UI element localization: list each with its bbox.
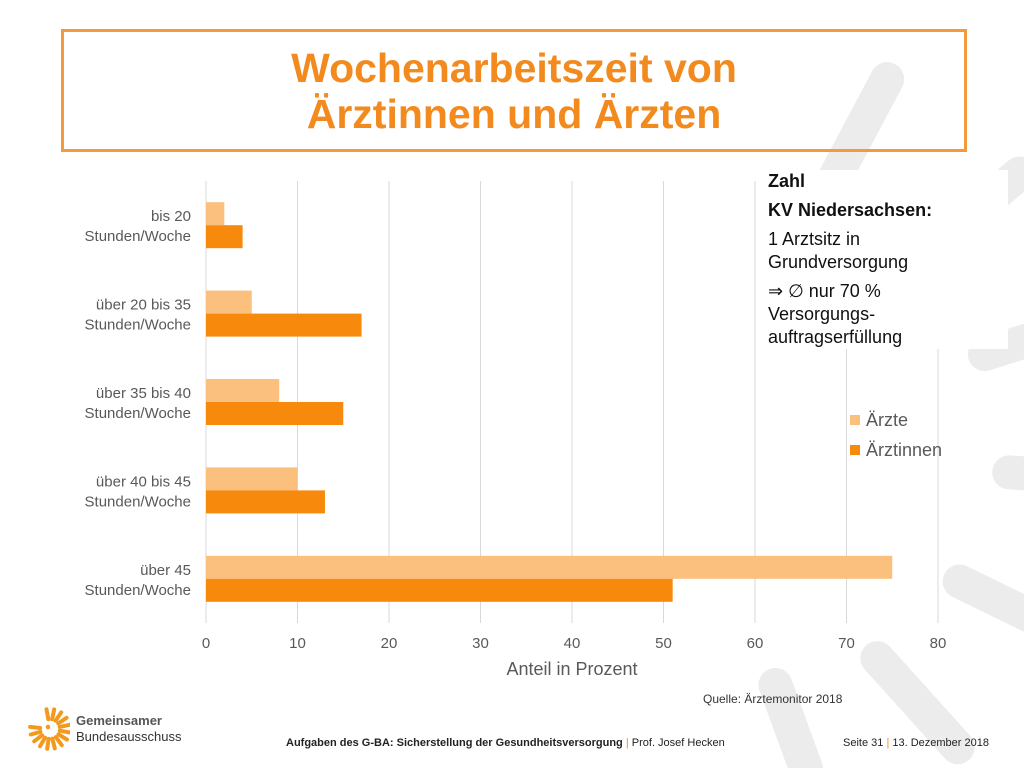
- note-line-erfuellung: auftragserfüllung: [768, 327, 903, 347]
- category-label-line: bis 20: [151, 208, 191, 225]
- category-label-line: Stunden/Woche: [85, 317, 191, 334]
- logo-ray: [32, 733, 45, 744]
- bar-aerztinnen: [206, 313, 362, 337]
- x-tick-label: 30: [472, 635, 489, 652]
- decor-stroke: [813, 62, 905, 203]
- category-label-line: über 40 bis 45: [96, 473, 191, 490]
- category-label-line: Stunden/Woche: [85, 493, 191, 510]
- logo-text: Gemeinsamer Bundesausschuss: [76, 713, 182, 745]
- bar-aerzte: [206, 290, 252, 314]
- category-label-line: über 20 bis 35: [96, 297, 191, 314]
- title-box: Wochenarbeitszeit von Ärztinnen und Ärzt…: [61, 29, 967, 152]
- x-tick-label: 10: [289, 635, 306, 652]
- note-line-kv: KV Niedersachsen:: [768, 200, 933, 220]
- decor-stroke: [860, 641, 975, 765]
- footer-separator-2: |: [886, 737, 890, 749]
- bar-aerztinnen: [206, 490, 325, 514]
- category-label: bis 20 Stunden/Woche: [85, 208, 191, 245]
- note-line-arztsitz: 1 Arztsitz in: [768, 229, 861, 249]
- logo-ray: [57, 722, 70, 729]
- logo-ray: [45, 736, 51, 751]
- page-title-line-1: Wochenarbeitszeit von: [291, 44, 737, 91]
- x-tick-label: 60: [747, 635, 764, 652]
- source-note: Quelle: Ärztemonitor 2018: [703, 692, 843, 706]
- logo-ray: [56, 715, 69, 726]
- category-label: über 45 Stunden/Woche: [85, 562, 191, 599]
- logo-ray: [28, 724, 43, 730]
- x-tick-label: 20: [381, 635, 398, 652]
- logo-ray: [28, 729, 43, 737]
- note-line-percent: ⇒ ∅ nur 70 %: [768, 281, 881, 301]
- decor-stroke: [942, 564, 1024, 632]
- x-tick-label: 40: [564, 635, 581, 652]
- logo-ray: [44, 707, 51, 722]
- category-label-line: Stunden/Woche: [85, 405, 191, 422]
- footer-page: Seite 31: [843, 737, 884, 749]
- logo-line-1: Gemeinsamer: [76, 713, 162, 728]
- page-title-line-2: Ärztinnen und Ärzten: [306, 90, 722, 137]
- logo-ray: [50, 707, 57, 722]
- category-label-line: Stunden/Woche: [85, 582, 191, 599]
- note-line-grundversorgung: Grundversorgung: [768, 252, 909, 272]
- category-label: über 35 bis 40 Stunden/Woche: [85, 385, 191, 422]
- legend-swatch-aerzte: [850, 415, 860, 425]
- legend-item-aerztinnen: Ärztinnen: [850, 435, 942, 465]
- legend-label-aerzte: Ärzte: [866, 409, 909, 430]
- x-tick-label: 0: [202, 635, 210, 652]
- bar-aerzte: [206, 555, 893, 579]
- footer-author: Prof. Josef Hecken: [631, 737, 725, 749]
- legend-label-aerztinnen: Ärztinnen: [866, 439, 943, 460]
- note-line-versorgungs: Versorgungs-: [768, 304, 876, 324]
- logo-ray: [53, 735, 64, 748]
- note-line-zahl: Zahl: [768, 171, 806, 191]
- category-label: über 40 bis 45 Stunden/Woche: [85, 473, 191, 510]
- chart-legend: Ärzte Ärztinnen: [850, 405, 942, 465]
- bar-aerztinnen: [206, 402, 344, 425]
- logo-ray: [50, 736, 57, 751]
- x-tick-label: 50: [655, 635, 672, 652]
- category-label-line: über 45: [140, 562, 191, 579]
- x-tick-label: 70: [838, 635, 855, 652]
- logo-ray: [38, 735, 47, 749]
- category-label-line: Stunden/Woche: [85, 228, 191, 245]
- logo-ray: [56, 732, 69, 742]
- footer-separator: |: [625, 737, 629, 749]
- bar-aerzte: [206, 467, 298, 491]
- legend-swatch-aerztinnen: [850, 445, 860, 455]
- footer-center: Aufgaben des G-BA: Sicherstellung der Ge…: [286, 737, 725, 749]
- legend-item-aerzte: Ärzte: [850, 405, 942, 435]
- footer-date: 13. Dezember 2018: [892, 737, 989, 749]
- logo-line-2: Bundesausschuss: [76, 729, 182, 744]
- category-label: über 20 bis 35 Stunden/Woche: [85, 297, 191, 334]
- gba-logo: Gemeinsamer Bundesausschuss: [26, 703, 182, 755]
- bar-aerztinnen: [206, 225, 243, 249]
- bar-aerztinnen: [206, 578, 673, 602]
- logo-ray: [53, 710, 64, 723]
- category-label-line: über 35 bis 40: [96, 385, 191, 402]
- bar-aerzte: [206, 202, 225, 226]
- bar-aerzte: [206, 379, 280, 402]
- x-axis-title: Anteil in Prozent: [506, 659, 637, 679]
- sunburst-logo-icon: [28, 707, 70, 751]
- side-note: Zahl KV Niedersachsen: 1 Arztsitz in Gru…: [768, 170, 1008, 349]
- x-tick-label: 80: [930, 635, 947, 652]
- decor-stroke: [758, 667, 824, 768]
- footer-topic: Aufgaben des G-BA: Sicherstellung der Ge…: [286, 737, 623, 749]
- footer-right: Seite 31 | 13. Dezember 2018: [843, 737, 989, 749]
- logo-ray: [57, 728, 70, 735]
